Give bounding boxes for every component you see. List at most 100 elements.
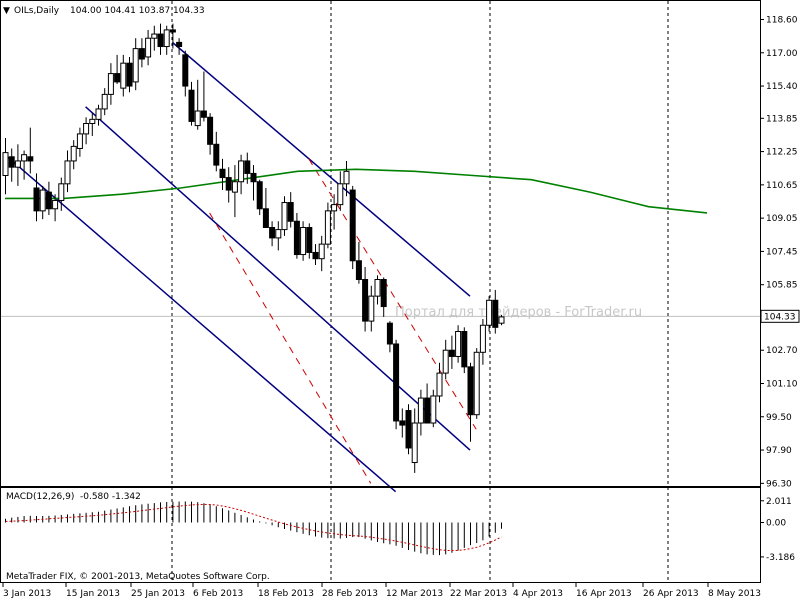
candle [27,127,34,174]
candle [424,383,431,424]
candle [479,319,486,365]
candle [200,71,207,122]
candle [455,325,462,363]
time-tick-label: 16 Apr 2013 [576,589,632,599]
candle-body-down [114,73,121,83]
copyright-text: MetaTrader FIX, © 2001-2013, MetaQuotes … [6,572,270,582]
time-tick-label: 25 Jan 2013 [131,589,185,599]
candle-body-down [380,279,387,308]
price-tick-label: 102.70 [766,346,798,356]
symbol-menu-icon[interactable]: ▼ [3,6,10,16]
candle [355,242,362,284]
candle [492,289,499,334]
time-axis: 3 Jan 2013 15 Jan 2013 25 Jan 2013 6 Feb 20… [2,583,761,599]
candle-body-down [157,33,164,48]
candle [14,144,21,186]
candle [256,179,263,216]
price-panel-frame [0,0,761,487]
candle-body-up [2,152,9,176]
candle [45,181,52,216]
candle-body-up [486,299,493,326]
candle [39,185,46,220]
candle-body-down [262,208,269,228]
time-tick-label: 12 Mar 2013 [386,589,443,599]
candle-body-down [256,181,263,210]
candle [213,131,220,172]
candle-body-up [473,351,480,416]
candle-body-down [492,299,499,328]
candle [58,177,65,211]
candle-body-up [343,170,350,185]
macd-signal-line [5,503,502,552]
dashed-channel-line [209,212,372,484]
candle-body-down [405,410,412,449]
macd-axis: 2.011 0.00 -3.186 [760,497,795,563]
candle-body-down [33,187,40,212]
candle [380,277,387,317]
candle-body-up [120,62,127,89]
candle-body-down [8,156,15,168]
macd-tick-label: -3.186 [766,553,795,563]
candle [275,221,282,251]
candle-body-up [14,160,21,168]
macd-tick-label: 2.011 [766,497,792,507]
candle-body-down [182,54,189,87]
candle-body-down [293,220,300,256]
candle [331,194,338,230]
candle-body-up [442,349,449,374]
candle-body-up [374,279,381,297]
candle-body-up [331,204,338,212]
price-tick-label: 105.85 [766,281,798,291]
candle [107,63,114,105]
current-price-tag: 104.33 [760,309,800,323]
candle-body-up [368,295,375,322]
candle [225,167,232,203]
candle-body-up [70,145,77,162]
candle-body-down [355,260,362,280]
candle [386,321,393,353]
candle-body-down [27,156,34,162]
candle [21,150,28,180]
candle [120,54,127,97]
candle-body-down [287,202,294,222]
macd-values: -0.580 -1.342 [80,492,141,502]
candle-body-up [498,316,505,324]
candle [238,154,245,195]
candle-body-down [138,48,145,60]
candle [126,56,133,93]
candle-body-down [213,143,220,166]
candle [467,362,474,442]
candle [405,404,412,455]
candle [417,389,424,436]
dashed-channel-line [308,158,477,430]
candle-body-up [417,397,424,424]
candle-body-up [281,202,288,231]
candle-body-up [101,93,108,110]
price-tick-label: 101.10 [766,380,798,390]
candle-body-down [349,189,356,262]
candle [399,408,406,438]
candle-body-down [250,172,257,183]
candle-body-down [188,89,195,122]
candle-body-up [151,33,158,39]
candle [411,408,418,473]
candle [70,140,77,170]
candle [349,185,356,270]
candle [176,38,183,55]
candle [138,38,145,68]
price-tick-label: 99.50 [766,413,792,423]
candle-body-up [89,118,96,124]
time-tick-label: 4 Apr 2013 [513,589,563,599]
moving-average-line [5,168,708,214]
candle-body-up [324,210,331,245]
candle [169,23,176,49]
candle-body-up [107,73,114,95]
candle-body-up [411,422,418,464]
candle [157,23,164,55]
candle-body-down [461,331,468,368]
candle [151,25,158,51]
candle [114,54,121,84]
candle [231,165,238,218]
price-tick-label: 110.65 [766,181,798,191]
